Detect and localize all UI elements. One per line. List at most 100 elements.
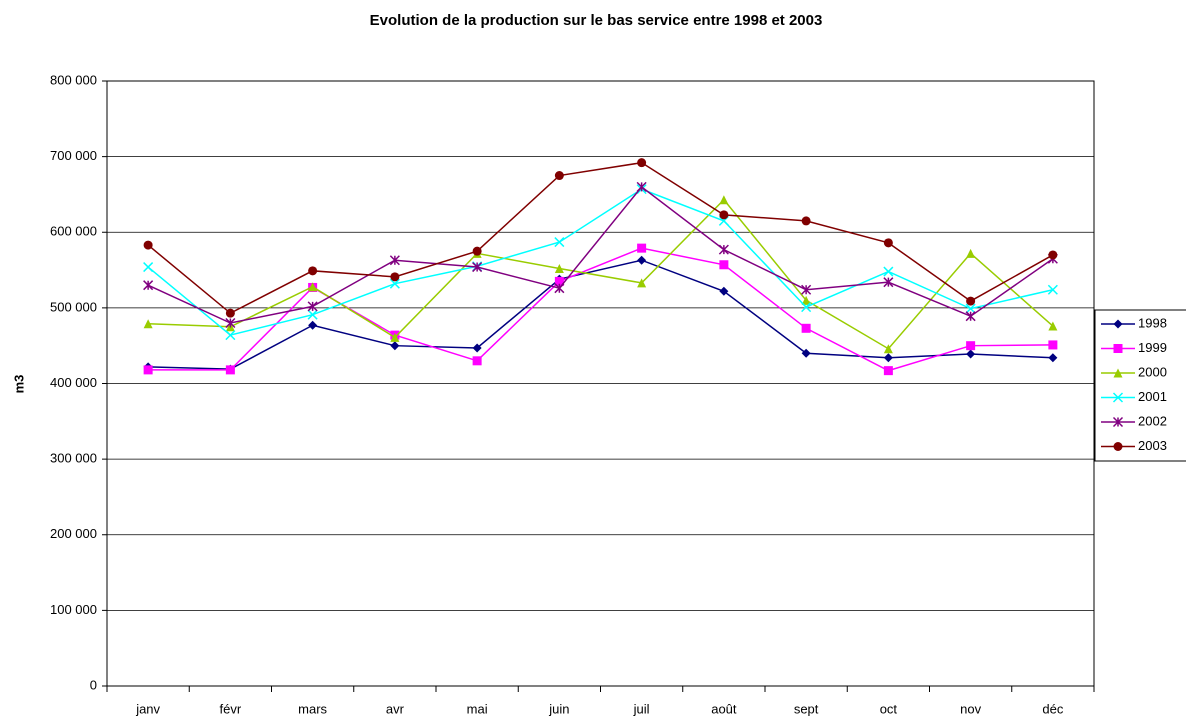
data-point xyxy=(554,283,565,294)
data-point xyxy=(390,332,400,342)
x-tick-label: mai xyxy=(467,701,488,716)
data-point xyxy=(801,284,812,295)
data-point xyxy=(143,319,153,329)
data-point xyxy=(966,296,976,306)
x-tick-label: juil xyxy=(633,701,650,716)
legend-marker xyxy=(1113,442,1123,451)
data-point xyxy=(554,237,565,248)
data-point xyxy=(390,341,400,351)
data-point xyxy=(1048,321,1058,331)
data-point xyxy=(225,365,235,375)
series-line xyxy=(147,188,1054,336)
data-point xyxy=(718,244,729,255)
data-point xyxy=(883,353,893,363)
y-tick-label: 0 xyxy=(90,677,97,692)
data-point xyxy=(225,308,235,318)
legend-box xyxy=(1094,309,1186,462)
x-tick-label: août xyxy=(711,701,737,716)
data-point xyxy=(965,311,976,322)
data-point xyxy=(307,301,318,312)
x-tick-label: juin xyxy=(548,701,569,716)
series-line xyxy=(148,259,1053,370)
data-point xyxy=(636,181,647,192)
data-point xyxy=(389,255,400,266)
legend-marker xyxy=(1113,319,1123,329)
y-tick-label: 300 000 xyxy=(50,451,97,466)
data-point xyxy=(225,330,236,341)
legend-label: 2001 xyxy=(1138,389,1167,404)
y-tick-label: 500 000 xyxy=(50,299,97,314)
data-point xyxy=(801,323,811,333)
legend-marker xyxy=(1113,344,1123,353)
data-point xyxy=(308,320,318,330)
data-point xyxy=(719,210,729,220)
data-point xyxy=(883,366,893,376)
data-point xyxy=(389,278,400,289)
y-tick-label: 800 000 xyxy=(50,72,97,87)
data-point xyxy=(472,246,482,256)
data-point xyxy=(1048,340,1058,350)
data-point xyxy=(472,343,482,353)
data-point xyxy=(1048,250,1058,260)
data-point xyxy=(883,344,893,354)
data-point xyxy=(801,348,811,358)
data-point xyxy=(966,248,976,258)
data-point xyxy=(965,303,976,314)
data-point xyxy=(554,264,564,274)
legend-label: 2000 xyxy=(1138,364,1167,379)
data-point xyxy=(390,272,400,282)
data-point xyxy=(637,243,647,253)
x-tick-label: oct xyxy=(880,701,898,716)
data-point xyxy=(307,309,318,320)
data-point xyxy=(472,356,482,366)
x-tick-label: déc xyxy=(1042,701,1063,716)
y-tick-label: 400 000 xyxy=(50,375,97,390)
data-point xyxy=(225,317,236,329)
data-point xyxy=(637,278,647,288)
data-point xyxy=(554,171,564,181)
data-point xyxy=(883,277,894,288)
data-point xyxy=(883,266,894,277)
data-point xyxy=(1047,284,1058,295)
legend-marker xyxy=(1113,368,1123,378)
data-point xyxy=(883,238,893,248)
data-point xyxy=(554,276,564,286)
data-point xyxy=(143,365,153,375)
y-tick-label: 700 000 xyxy=(50,148,97,163)
data-point xyxy=(143,262,154,273)
chart-title: Evolution de la production sur le bas se… xyxy=(370,12,823,29)
x-tick-label: sept xyxy=(794,701,819,716)
data-point xyxy=(637,255,647,265)
series-line xyxy=(147,161,1054,315)
data-point xyxy=(143,240,153,250)
series-line xyxy=(148,198,1054,350)
data-point xyxy=(637,158,647,168)
data-point xyxy=(966,349,976,359)
legend-marker xyxy=(1112,392,1124,403)
data-point xyxy=(472,262,483,273)
legend-label: 2002 xyxy=(1138,413,1167,428)
x-tick-label: mars xyxy=(298,701,327,716)
x-tick-label: janv xyxy=(135,701,160,716)
data-point xyxy=(143,280,154,291)
data-point xyxy=(719,195,729,205)
legend-marker xyxy=(1112,416,1124,428)
x-tick-label: avr xyxy=(386,701,405,716)
legend-label: 1998 xyxy=(1138,315,1167,330)
data-point xyxy=(308,282,318,292)
legend-label: 1999 xyxy=(1138,340,1167,355)
series-line xyxy=(148,247,1053,372)
data-point xyxy=(719,286,729,296)
data-point xyxy=(966,341,976,351)
y-axis-label: m3 xyxy=(11,375,26,394)
data-point xyxy=(308,266,318,276)
data-point xyxy=(1048,353,1058,363)
data-point xyxy=(801,216,811,226)
x-tick-label: nov xyxy=(960,701,981,716)
legend-label: 2003 xyxy=(1138,438,1167,453)
data-point xyxy=(801,302,812,313)
data-point xyxy=(801,295,811,305)
series-line xyxy=(147,185,1054,324)
y-tick-label: 600 000 xyxy=(50,224,97,239)
